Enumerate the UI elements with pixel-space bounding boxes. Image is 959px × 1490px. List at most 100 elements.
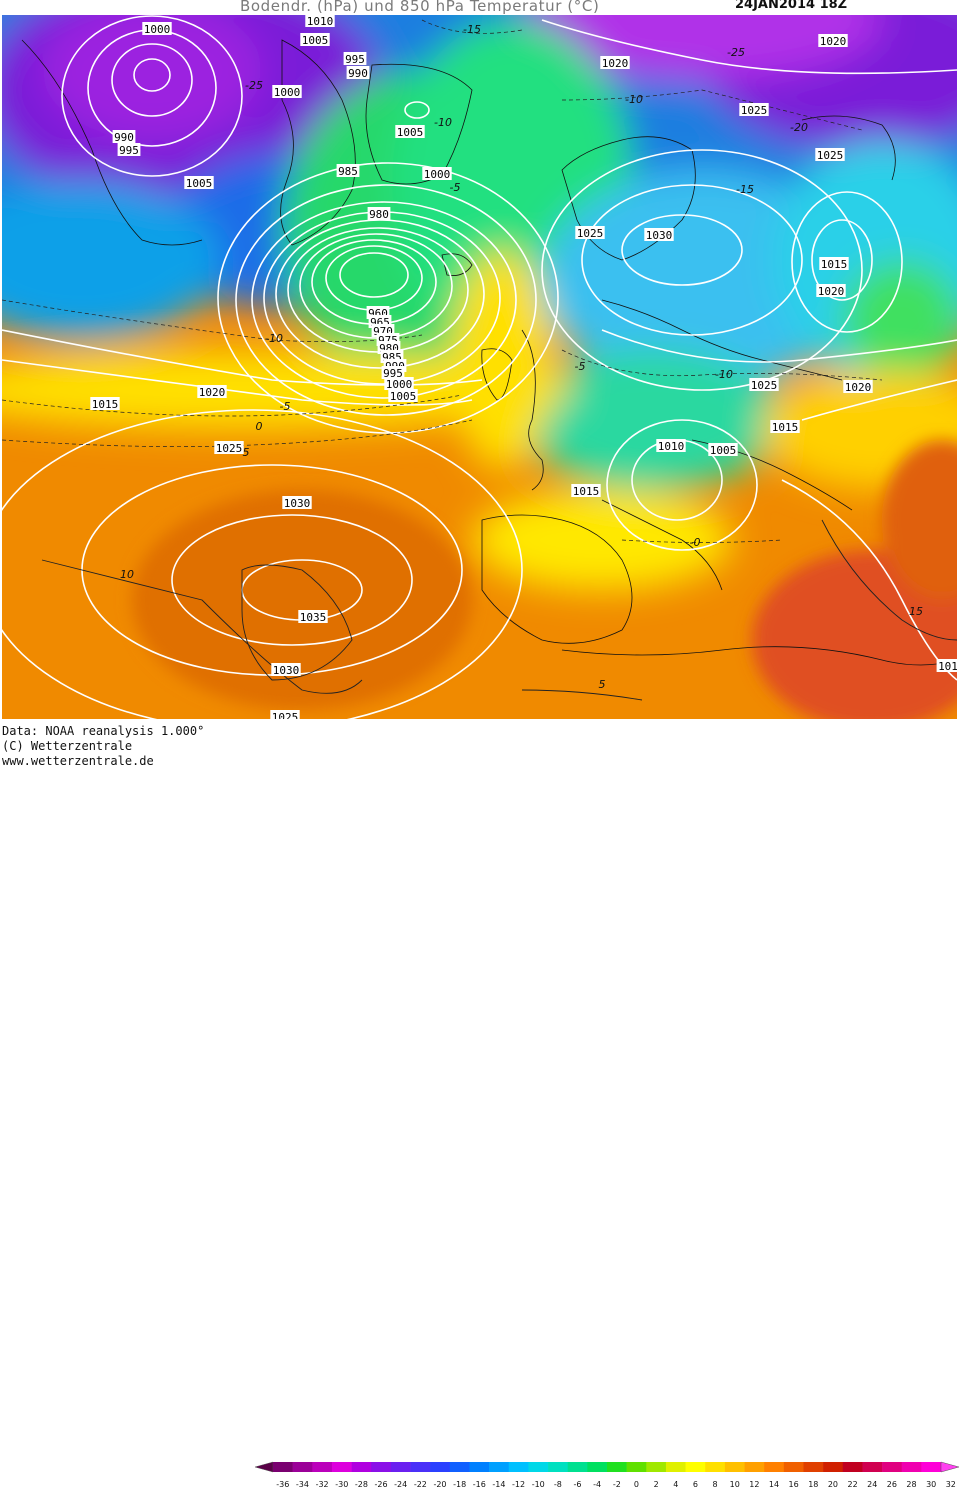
pressure-label-text: 1020 xyxy=(845,381,872,394)
pressure-label: 1035 xyxy=(298,610,328,624)
pressure-label-bg xyxy=(270,710,300,719)
colorbar-tick-label: 16 xyxy=(789,1480,799,1489)
colorbar-tick-label: 22 xyxy=(847,1480,857,1489)
colorbar-tick-label: 32 xyxy=(946,1480,956,1489)
pressure-label-text: 1015 xyxy=(772,421,799,434)
pressure-label-text: 1030 xyxy=(646,229,673,242)
pressure-label-bg xyxy=(843,380,873,393)
colorbar-tick-label: 4 xyxy=(673,1480,678,1489)
temperature-colorbar: -36 -34 -32 -30 -28 -26 -24 -22 -20 -18 -16 -14 -12-… xyxy=(255,1461,959,1489)
colorbar-tick-label: -2 xyxy=(613,1480,621,1489)
pressure-label-text: 1005 xyxy=(397,126,424,139)
colorbar-swatch xyxy=(410,1462,431,1472)
colorbar-swatch xyxy=(607,1462,627,1472)
temperature-label: -5 xyxy=(280,400,291,413)
pressure-label-text: 1000 xyxy=(424,168,451,181)
temperature-label: -10 xyxy=(715,368,733,381)
pressure-label: 1005 xyxy=(708,443,738,457)
map-title: Bodendr. (hPa) und 850 hPa Temperatur (°… xyxy=(240,0,600,15)
pressure-label-bg xyxy=(272,85,302,98)
pressure-label: 1015 xyxy=(770,420,800,434)
temperature-label: -5 xyxy=(450,181,461,194)
colorbar-swatch xyxy=(823,1462,844,1472)
pressure-label: 980 xyxy=(367,207,391,221)
pressure-label: 1025 xyxy=(575,226,605,240)
temperature-label: -10 xyxy=(265,332,283,345)
pressure-label-text: 1025 xyxy=(216,442,243,455)
pressure-label-bg xyxy=(819,257,849,270)
colorbar-tick-label: 2 xyxy=(654,1480,659,1489)
colorbar-tick-label: 30 xyxy=(926,1480,936,1489)
colorbar-swatch xyxy=(665,1462,686,1472)
pressure-label-bg xyxy=(818,34,848,47)
pressure-label-text: 1035 xyxy=(300,611,327,624)
pressure-label-text: 1005 xyxy=(390,390,417,403)
pressure-label-bg xyxy=(739,103,769,116)
colorbar-swatch xyxy=(862,1462,883,1472)
pressure-label-text: 1010 xyxy=(658,440,685,453)
temperature-label: -25 xyxy=(727,46,745,59)
colorbar-tick-label: -26 xyxy=(375,1480,388,1489)
pressure-label-text: 1020 xyxy=(602,57,629,70)
colorbar-tick-label: 20 xyxy=(828,1480,838,1489)
colorbar-tick-label: -6 xyxy=(574,1480,582,1489)
pressure-label: 1020 xyxy=(818,34,848,48)
colorbar-tick-label: -28 xyxy=(355,1480,368,1489)
pressure-label-text: 985 xyxy=(338,165,358,178)
pressure-label-bg xyxy=(336,164,360,177)
pressure-label-bg xyxy=(142,22,172,35)
colorbar-swatch xyxy=(292,1462,313,1472)
pressure-label-text: 1020 xyxy=(820,35,847,48)
temperature-label: -0 xyxy=(690,536,701,549)
pressure-label: 1020 xyxy=(843,380,873,394)
pressure-label: 1030 xyxy=(644,228,674,242)
website-line[interactable]: www.wetterzentrale.de xyxy=(2,754,154,768)
pressure-label-text: 995 xyxy=(119,144,139,157)
pressure-label-text: 1015 xyxy=(92,398,119,411)
temperature-field xyxy=(2,15,957,719)
pressure-label: 1010 xyxy=(656,439,686,453)
colorbar-swatch xyxy=(783,1462,804,1472)
pressure-label-bg xyxy=(571,484,601,497)
pressure-label: 1020 xyxy=(816,284,846,298)
pressure-label-bg xyxy=(282,496,312,509)
colorbar-swatch xyxy=(646,1462,667,1472)
colorbar-arrow-cold xyxy=(255,1461,274,1473)
colorbar-tick-label: 6 xyxy=(693,1480,698,1489)
colorbar-tick-label: 28 xyxy=(906,1480,916,1489)
temperature-label: 0 xyxy=(256,420,263,433)
temperature-labels: -15-25-25-10-10-5-20-15-10-505-5-10-0101… xyxy=(120,23,923,691)
colorbar-swatch xyxy=(390,1462,411,1472)
colorbar-swatch xyxy=(724,1462,745,1472)
footer: Data: NOAA reanalysis 1.000° (C) Wetterz… xyxy=(0,720,959,1489)
colorbar-swatch xyxy=(764,1462,785,1472)
colorbar-swatch xyxy=(744,1462,765,1472)
coastlines xyxy=(21,39,957,666)
colorbar-swatch xyxy=(469,1462,490,1472)
pressure-label-bg xyxy=(300,33,330,46)
pressure-label: 1005 xyxy=(388,389,418,403)
pressure-label-text: 1000 xyxy=(386,378,413,391)
pressure-label-text: 1025 xyxy=(272,711,299,719)
colorbar-tick-label: -36 xyxy=(276,1480,289,1489)
pressure-label-text: 995 xyxy=(345,53,365,66)
pressure-label-bg xyxy=(117,143,141,156)
pressure-label-text: 1015 xyxy=(573,485,600,498)
temperature-label: -20 xyxy=(790,121,808,134)
colorbar-swatch xyxy=(587,1462,608,1472)
colorbar-swatch xyxy=(803,1462,824,1472)
pressure-label-bg xyxy=(346,66,370,79)
colorbar-tick-label: -30 xyxy=(335,1480,348,1489)
pressure-label-bg xyxy=(381,366,405,379)
pressure-label: 1000 xyxy=(272,85,302,99)
colorbar-tick-label: 18 xyxy=(808,1480,818,1489)
pressure-label-text: 1000 xyxy=(274,86,301,99)
pressure-label-bg xyxy=(305,15,335,27)
pressure-label: 990 xyxy=(346,66,370,80)
pressure-label-text: 980 xyxy=(369,208,389,221)
colorbar-swatch xyxy=(705,1462,726,1472)
colorbar-swatch xyxy=(626,1462,647,1472)
pressure-label-bg xyxy=(367,207,391,220)
pressure-label-bg xyxy=(816,284,846,297)
